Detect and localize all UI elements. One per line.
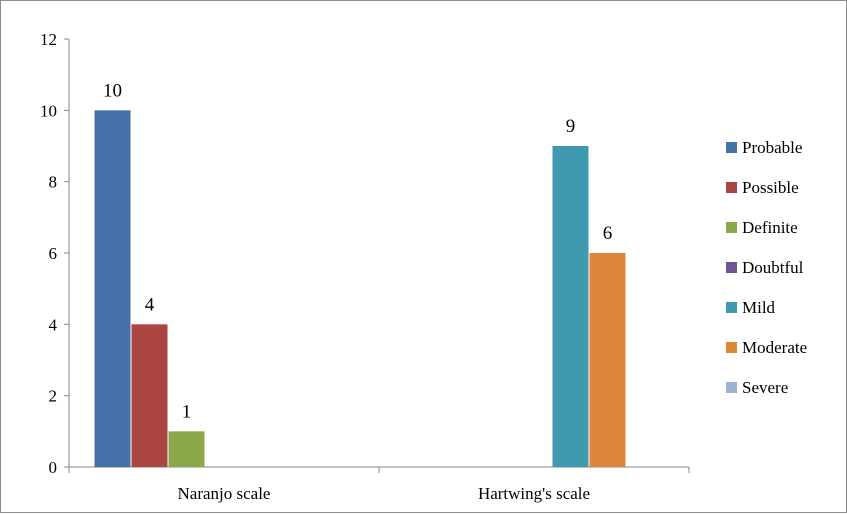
bar-value-label: 1 xyxy=(182,401,192,422)
y-tick-label: 12 xyxy=(40,30,57,49)
legend-swatch xyxy=(726,262,737,273)
x-category-label: Naranjo scale xyxy=(178,484,271,503)
bar-possible xyxy=(131,324,168,467)
legend-label: Probable xyxy=(742,138,802,157)
legend-swatch xyxy=(726,142,737,153)
bars xyxy=(94,110,626,467)
legend-swatch xyxy=(726,342,737,353)
legend-label: Doubtful xyxy=(742,258,804,277)
legend-label: Definite xyxy=(742,218,798,237)
bar-value-label: 6 xyxy=(603,223,613,244)
x-category-label: Hartwing's scale xyxy=(478,484,590,503)
bar-probable xyxy=(94,110,131,467)
data-labels: 10 4 1 9 6 xyxy=(103,80,612,422)
y-tick-label: 6 xyxy=(49,244,58,263)
bar-moderate xyxy=(589,253,626,467)
bar-value-label: 10 xyxy=(103,80,122,101)
y-tick-label: 8 xyxy=(49,173,58,192)
y-axis-ticks: 0 2 4 6 8 10 12 xyxy=(40,30,69,477)
legend-label: Moderate xyxy=(742,338,807,357)
legend-label: Severe xyxy=(742,378,788,397)
y-tick-label: 10 xyxy=(40,101,57,120)
y-tick-label: 0 xyxy=(49,458,58,477)
legend-swatch xyxy=(726,302,737,313)
x-axis-categories: Naranjo scale Hartwing's scale xyxy=(68,467,690,503)
bar-definite xyxy=(168,431,205,467)
bar-value-label: 4 xyxy=(145,294,155,315)
bar-value-label: 9 xyxy=(566,116,576,137)
legend-swatch xyxy=(726,382,737,393)
legend-label: Mild xyxy=(742,298,776,317)
legend: Probable Possible Definite Doubtful Mild Mode… xyxy=(726,138,807,397)
legend-swatch xyxy=(726,222,737,233)
y-tick-label: 2 xyxy=(49,387,58,406)
legend-label: Possible xyxy=(742,178,799,197)
legend-swatch xyxy=(726,182,737,193)
bar-mild xyxy=(552,146,589,467)
y-tick-label: 4 xyxy=(49,315,58,334)
